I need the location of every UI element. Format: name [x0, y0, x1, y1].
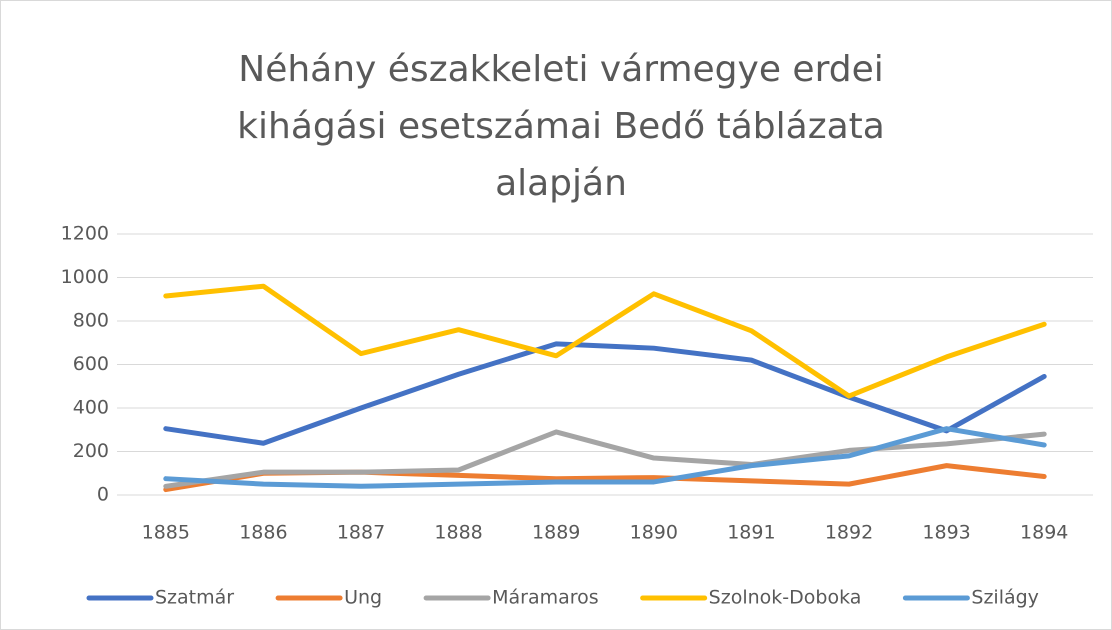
legend-label: Szolnok-Doboka [709, 587, 862, 609]
x-tick-label: 1892 [825, 522, 873, 544]
x-tick-label: 1891 [727, 522, 775, 544]
y-tick-label: 400 [73, 397, 109, 419]
y-tick-label: 1200 [61, 223, 109, 245]
x-tick-label: 1890 [630, 522, 678, 544]
y-tick-label: 800 [73, 310, 109, 332]
series-line [163, 341, 1047, 446]
x-tick-label: 1885 [142, 522, 190, 544]
series-line [163, 283, 1047, 399]
y-tick-label: 200 [73, 440, 109, 462]
chart-title: Néhány északkeleti vármegye erdei kihágá… [237, 49, 885, 204]
x-tick-label: 1893 [922, 522, 970, 544]
legend-label: Máramaros [492, 587, 599, 609]
legend-label: Szilágy [971, 587, 1039, 609]
x-tick-label: 1886 [239, 522, 287, 544]
series-line [163, 429, 1047, 489]
x-tick-label: 1888 [434, 522, 482, 544]
legend-label: Szatmár [155, 587, 234, 609]
x-tick-label: 1894 [1020, 522, 1068, 544]
legend-label: Ung [344, 587, 382, 609]
y-tick-label: 600 [73, 353, 109, 375]
y-tick-label: 0 [97, 484, 109, 506]
x-tick-label: 1889 [532, 522, 580, 544]
series-line [163, 426, 1047, 489]
y-tick-label: 1000 [61, 266, 109, 288]
x-tick-label: 1887 [337, 522, 385, 544]
